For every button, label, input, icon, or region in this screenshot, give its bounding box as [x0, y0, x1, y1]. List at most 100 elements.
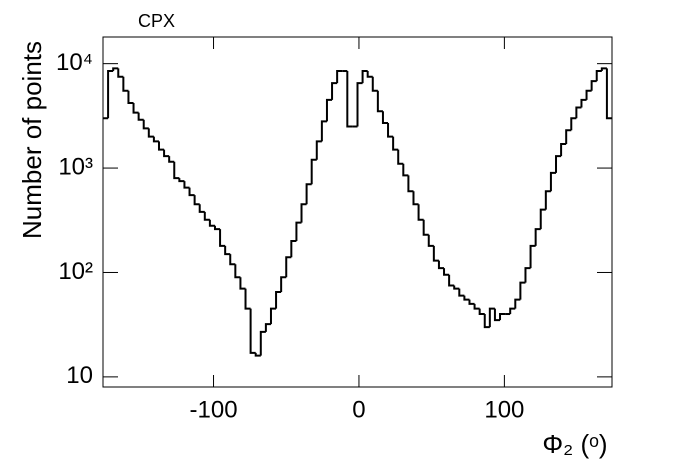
histogram-step — [534, 228, 541, 246]
histogram-step — [173, 161, 180, 180]
histogram-step — [325, 98, 333, 122]
histogram-step — [407, 175, 414, 193]
histogram-step — [412, 191, 419, 206]
histogram-step — [168, 156, 175, 163]
histogram-step — [208, 219, 215, 227]
histogram-step — [549, 171, 557, 192]
plot-frame — [102, 36, 613, 388]
x-tick-label: 100 — [484, 396, 524, 423]
histogram-step — [300, 203, 307, 223]
histogram-step — [249, 308, 256, 354]
histogram-step — [575, 106, 582, 119]
histogram-step — [285, 256, 292, 278]
histogram-step — [213, 225, 221, 231]
histogram-step — [157, 141, 165, 151]
histogram-step — [361, 70, 368, 84]
histogram-step — [193, 195, 200, 206]
histogram-step — [254, 352, 261, 357]
histogram-step — [366, 71, 373, 78]
histogram-step — [590, 80, 597, 91]
histogram-step — [346, 71, 353, 128]
histogram-step — [163, 149, 170, 158]
histogram-step — [315, 140, 322, 160]
histogram-step — [392, 136, 399, 151]
histogram-step — [336, 70, 343, 84]
histogram-step — [239, 277, 246, 290]
y-tick-label: 10 — [66, 362, 93, 389]
histogram-step — [443, 268, 450, 276]
histogram-step — [529, 244, 536, 269]
histogram-step — [371, 76, 378, 92]
histogram-step — [514, 298, 521, 309]
histogram-step — [488, 307, 495, 328]
histogram-step — [198, 204, 205, 213]
histogram-step — [310, 158, 317, 185]
histogram-step — [509, 307, 516, 315]
histogram-step — [580, 98, 587, 108]
x-tick-label: 0 — [352, 396, 365, 423]
histogram-step — [229, 254, 236, 266]
histogram-step — [305, 183, 312, 205]
histogram-step — [127, 90, 134, 104]
histogram-step — [539, 208, 546, 230]
chart-title: CPX — [138, 11, 175, 31]
histogram-step — [402, 163, 409, 177]
y-axis-label: Number of points — [17, 41, 47, 239]
histogram-step — [427, 234, 434, 247]
histogram-step — [259, 330, 266, 356]
histogram-step — [468, 299, 475, 305]
histogram-step — [600, 67, 607, 72]
histogram-step — [203, 211, 210, 221]
histogram-step — [112, 67, 119, 72]
histogram-step — [560, 143, 567, 157]
histogram-step — [280, 276, 287, 293]
histogram-step — [295, 221, 302, 242]
histogram-step — [437, 260, 445, 270]
histogram-step — [387, 123, 394, 138]
histogram-step — [234, 264, 241, 279]
histogram-step — [290, 240, 297, 258]
histogram-step — [188, 187, 195, 197]
histogram-step — [397, 149, 404, 165]
histogram-step — [183, 181, 190, 189]
histogram-step — [219, 229, 226, 247]
histogram-step — [376, 90, 383, 113]
histogram-step — [453, 285, 460, 290]
histogram-step — [595, 70, 602, 82]
histogram-step — [483, 314, 490, 329]
histogram-step — [458, 288, 465, 297]
y-tick-label: 10⁴ — [56, 49, 93, 76]
histogram-step — [519, 281, 526, 300]
histogram-step — [524, 267, 531, 283]
histogram-step — [422, 219, 429, 236]
histogram-step — [147, 128, 154, 138]
histogram-step — [107, 70, 114, 119]
y-tick-label: 10² — [58, 258, 93, 285]
histogram-step — [117, 68, 124, 78]
histogram-step — [570, 117, 577, 131]
histogram-step — [122, 76, 129, 92]
histogram-step — [132, 102, 139, 114]
histogram-step — [565, 129, 572, 145]
histogram-step — [555, 155, 562, 173]
histogram-step — [463, 295, 470, 301]
histogram-step — [356, 82, 363, 127]
histogram-step — [417, 204, 424, 221]
histogram-step — [320, 120, 327, 142]
histogram-step — [275, 291, 282, 309]
x-axis-label: Φ₂ (ᵒ) — [542, 429, 607, 459]
histogram-step — [264, 323, 271, 332]
y-tick-label: 10³ — [58, 153, 93, 180]
histogram-step — [478, 308, 485, 316]
histogram-step — [178, 178, 185, 183]
histogram-step — [152, 136, 159, 143]
histogram-step — [224, 245, 231, 256]
histogram-step — [269, 307, 277, 325]
histogram-step — [473, 303, 480, 310]
histogram-step — [605, 68, 612, 120]
histogram-step — [142, 119, 149, 130]
histogram-step — [585, 89, 592, 100]
histogram-step — [493, 308, 501, 322]
histogram-step — [331, 82, 338, 100]
